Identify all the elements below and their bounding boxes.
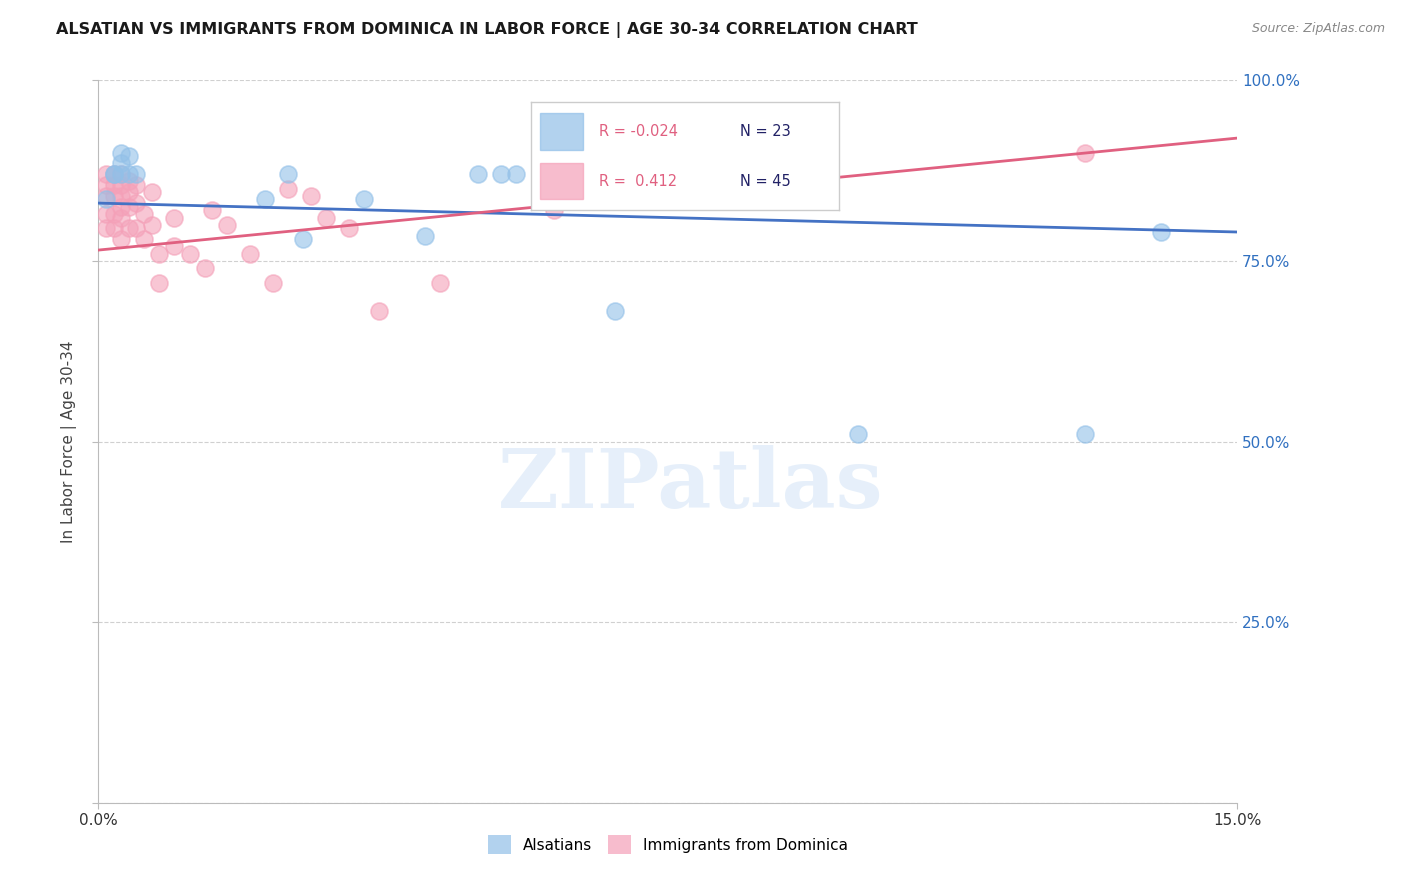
- Point: [103, 207, 125, 221]
- Point: [163, 211, 186, 225]
- Point: [194, 261, 217, 276]
- Point: [277, 182, 299, 196]
- Point: [337, 221, 360, 235]
- Point: [543, 193, 565, 207]
- Point: [846, 427, 869, 442]
- Point: [163, 239, 186, 253]
- Point: [467, 167, 489, 181]
- Point: [110, 211, 132, 225]
- Point: [125, 196, 148, 211]
- Point: [641, 193, 664, 207]
- Point: [179, 246, 201, 260]
- Point: [132, 207, 155, 221]
- Point: [125, 178, 148, 192]
- Point: [118, 186, 141, 200]
- Point: [132, 232, 155, 246]
- Point: [94, 178, 117, 192]
- Point: [103, 167, 125, 181]
- Point: [110, 200, 132, 214]
- Point: [103, 221, 125, 235]
- Point: [94, 167, 117, 181]
- Point: [368, 304, 391, 318]
- Point: [103, 167, 125, 181]
- Point: [315, 211, 337, 225]
- Point: [299, 189, 322, 203]
- Text: Source: ZipAtlas.com: Source: ZipAtlas.com: [1251, 22, 1385, 36]
- Text: ALSATIAN VS IMMIGRANTS FROM DOMINICA IN LABOR FORCE | AGE 30-34 CORRELATION CHAR: ALSATIAN VS IMMIGRANTS FROM DOMINICA IN …: [56, 22, 918, 38]
- Point: [277, 167, 299, 181]
- Point: [1074, 145, 1097, 160]
- Point: [217, 218, 239, 232]
- Point: [110, 145, 132, 160]
- Point: [103, 178, 125, 192]
- Y-axis label: In Labor Force | Age 30-34: In Labor Force | Age 30-34: [60, 340, 77, 543]
- Point: [201, 203, 224, 218]
- Point: [141, 186, 163, 200]
- Point: [429, 276, 451, 290]
- Legend: Alsatians, Immigrants from Dominica: Alsatians, Immigrants from Dominica: [482, 830, 853, 860]
- Point: [353, 193, 375, 207]
- Point: [110, 156, 132, 170]
- Point: [110, 167, 132, 181]
- Point: [148, 246, 170, 260]
- Point: [125, 167, 148, 181]
- Point: [94, 221, 117, 235]
- Point: [148, 276, 170, 290]
- Point: [239, 246, 262, 260]
- Point: [110, 178, 132, 192]
- Text: ZIPatlas: ZIPatlas: [498, 445, 883, 524]
- Point: [103, 189, 125, 203]
- Point: [505, 167, 527, 181]
- Point: [94, 207, 117, 221]
- Point: [118, 167, 141, 181]
- Point: [118, 149, 141, 163]
- Point: [489, 167, 512, 181]
- Point: [110, 167, 132, 181]
- Point: [118, 200, 141, 214]
- Point: [543, 203, 565, 218]
- Point: [1074, 427, 1097, 442]
- Point: [603, 304, 626, 318]
- Point: [110, 189, 132, 203]
- Point: [292, 232, 315, 246]
- Point: [110, 232, 132, 246]
- Point: [125, 221, 148, 235]
- Point: [94, 193, 117, 207]
- Point: [262, 276, 284, 290]
- Point: [94, 189, 117, 203]
- Point: [141, 218, 163, 232]
- Point: [118, 174, 141, 188]
- Point: [1150, 225, 1173, 239]
- Point: [254, 193, 277, 207]
- Point: [413, 228, 436, 243]
- Point: [118, 221, 141, 235]
- Point: [103, 167, 125, 181]
